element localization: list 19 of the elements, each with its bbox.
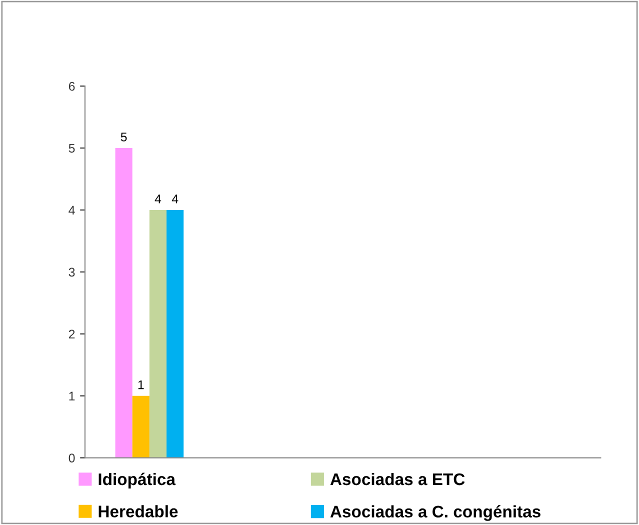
y-tick-label: 6 <box>68 82 75 91</box>
data-label: 1 <box>138 380 144 390</box>
legend-label: Idiopática <box>98 472 176 488</box>
y-tick-label: 5 <box>68 144 75 153</box>
legend-label: Asociadas a ETC <box>330 472 465 486</box>
legend-label: Asociadas a C. congénitas <box>330 505 540 521</box>
data-label: 4 <box>154 194 162 204</box>
data-label: 5 <box>120 132 127 142</box>
y-tick-label: 2 <box>68 330 75 338</box>
legend-label: Heredable <box>98 505 178 518</box>
y-tick-label: 4 <box>68 206 75 215</box>
y-tick-label: 3 <box>68 268 75 277</box>
y-tick-label: 1 <box>69 392 75 400</box>
bar <box>132 396 150 458</box>
bar <box>166 210 184 458</box>
data-label: 4 <box>172 194 178 204</box>
bar <box>115 148 132 458</box>
y-tick-label: 0 <box>68 454 75 462</box>
bar <box>149 210 167 458</box>
